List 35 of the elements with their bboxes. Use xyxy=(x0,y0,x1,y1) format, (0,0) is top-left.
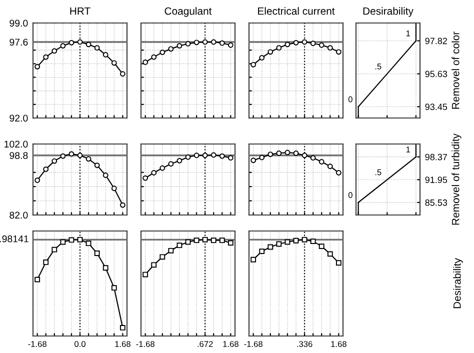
annotation: 1 xyxy=(406,146,410,152)
annotation: .5 xyxy=(375,169,382,176)
chart-title: Desirability xyxy=(363,7,414,17)
x-tick-label: .672 xyxy=(198,341,213,347)
y-tick-label: 85.53 xyxy=(425,199,448,206)
y-tick-label: 98.37 xyxy=(425,154,447,160)
y-tick-label: 93.45 xyxy=(425,104,448,110)
x-tick-label: 0.0 xyxy=(74,341,86,347)
y-tick-label: 91.95 xyxy=(425,176,448,184)
text: 0 xyxy=(348,96,352,102)
text: 0 xyxy=(348,192,352,198)
y-axis-title: Removel of turbidity xyxy=(452,133,462,225)
y-tick-label: 98.8 xyxy=(10,152,28,159)
annotation: 1 xyxy=(406,30,410,36)
x-tick-label: 1.68 xyxy=(331,341,346,347)
x-tick-label: -1.68 xyxy=(28,341,46,347)
y-tick-label: 102.0 xyxy=(4,140,28,148)
text: .98141 xyxy=(0,235,28,242)
x-tick-label: 1.68 xyxy=(115,341,130,347)
y-tick-label: 99.0 xyxy=(10,20,28,27)
y-tick-label: 95.63 xyxy=(425,70,448,78)
y-tick-label: 82.0 xyxy=(10,212,28,219)
annotation: .5 xyxy=(375,64,382,70)
y-tick-label: 97.6 xyxy=(10,38,28,46)
y-axis-title: Removel of color xyxy=(452,32,460,109)
y-tick-label: 97.82 xyxy=(425,38,447,44)
y2-axis-title: Desirability xyxy=(453,258,463,308)
y-tick-label: 92.0 xyxy=(10,114,28,122)
chart-title: Electrical current xyxy=(258,7,335,15)
chart-title: Coagulant xyxy=(164,7,212,17)
x-tick-label: 1.68 xyxy=(223,341,238,347)
x-tick-label: -1.68 xyxy=(244,341,262,347)
x-tick-label: .336 xyxy=(297,341,312,347)
x-tick-label: -1.68 xyxy=(136,341,154,347)
chart-title: HRT xyxy=(70,8,90,15)
